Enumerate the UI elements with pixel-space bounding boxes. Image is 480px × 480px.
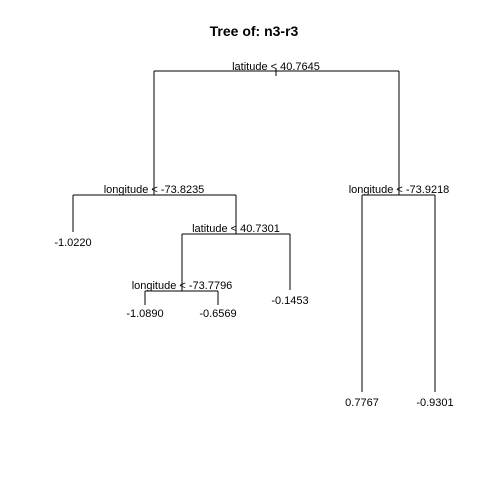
leaf-value: -0.9301	[416, 397, 453, 409]
split-node-left-right-left: longitude < -73.7796 -1.0890 -0.6569	[126, 280, 236, 320]
split-label-left: longitude < -73.8235	[104, 184, 205, 196]
split-node-right: longitude < -73.9218 0.7767 -0.9301	[345, 184, 453, 409]
tree-title: Tree of: n3-r3	[210, 23, 299, 39]
leaf-value: -0.6569	[199, 308, 236, 320]
leaf-value: -1.0220	[54, 237, 91, 249]
split-label-left-right-left: longitude < -73.7796	[132, 280, 233, 292]
leaf-value: -1.0890	[126, 308, 163, 320]
split-node-left-right: latitude < 40.7301 -0.1453	[181, 223, 309, 307]
leaf-value: 0.7767	[345, 397, 379, 409]
split-label-root: latitude < 40.7645	[232, 61, 320, 73]
split-label-left-right: latitude < 40.7301	[192, 223, 280, 235]
leaf-value: -0.1453	[271, 295, 308, 307]
split-label-right: longitude < -73.9218	[349, 184, 450, 196]
split-node-left: longitude < -73.8235 -1.0220	[54, 184, 237, 249]
split-node-root: latitude < 40.7645	[153, 61, 400, 195]
